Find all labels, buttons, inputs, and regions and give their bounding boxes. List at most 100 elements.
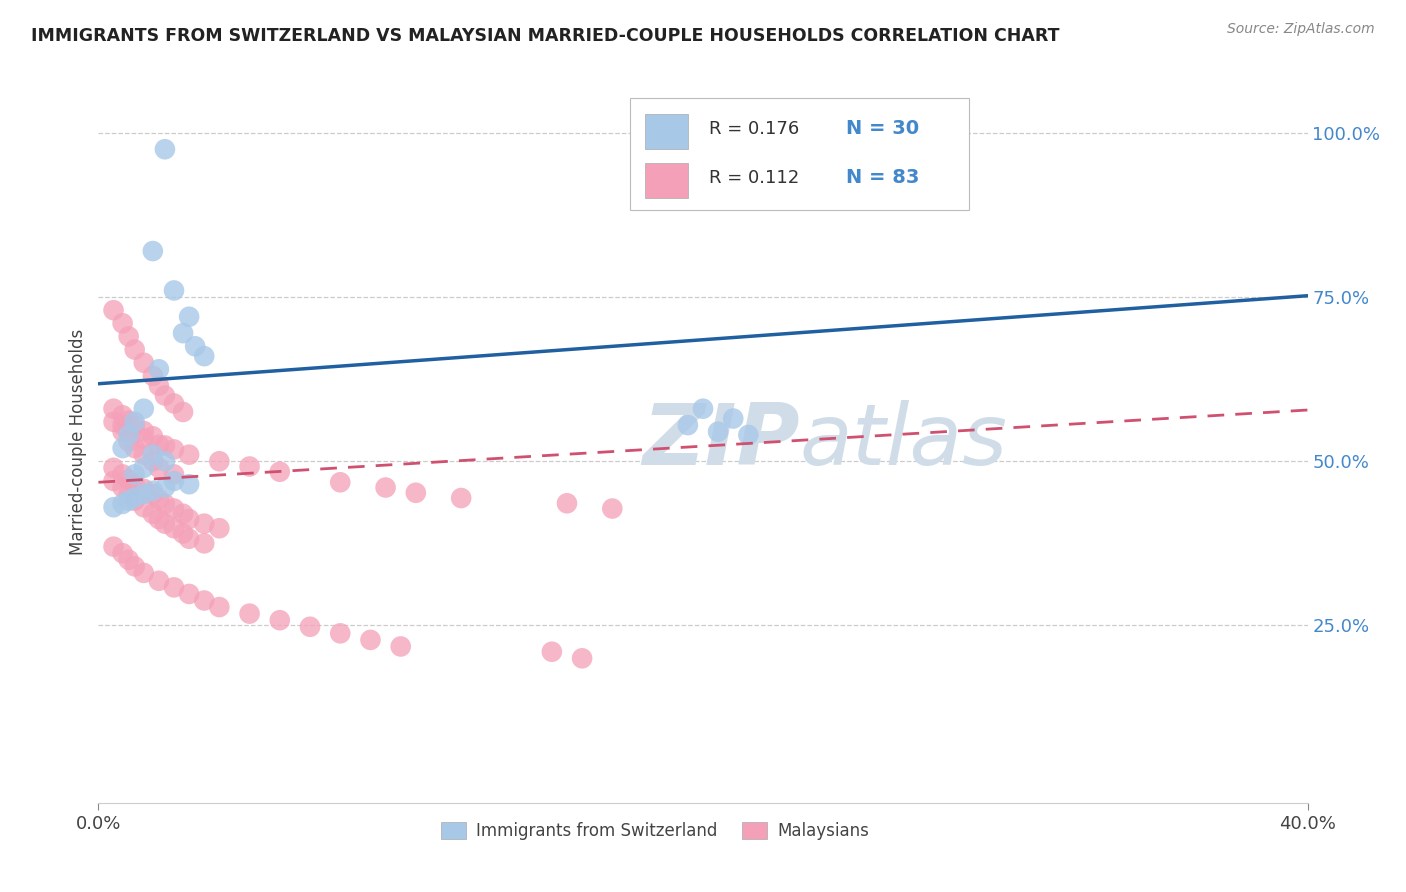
Text: N = 30: N = 30: [845, 120, 918, 138]
Point: [239, 607, 262, 621]
Text: ZIP: ZIP: [643, 400, 800, 483]
Point: [193, 516, 215, 531]
Text: atlas: atlas: [800, 400, 1008, 483]
Point: [111, 441, 134, 455]
Point: [179, 310, 201, 324]
Point: [153, 388, 176, 402]
Point: [148, 574, 170, 588]
Point: [179, 448, 201, 462]
Point: [124, 441, 146, 455]
Text: N = 83: N = 83: [845, 169, 920, 187]
Point: [111, 467, 134, 482]
Point: [148, 438, 170, 452]
Point: [172, 405, 194, 419]
Point: [111, 418, 134, 433]
Point: [571, 651, 593, 665]
Point: [103, 540, 125, 554]
Point: [172, 326, 194, 341]
Point: [132, 566, 155, 580]
Point: [132, 448, 155, 462]
Point: [163, 580, 186, 594]
Point: [148, 492, 170, 507]
Point: [118, 329, 141, 343]
FancyBboxPatch shape: [645, 163, 689, 198]
Point: [103, 474, 125, 488]
Point: [163, 521, 186, 535]
Legend: Immigrants from Switzerland, Malaysians: Immigrants from Switzerland, Malaysians: [434, 815, 876, 847]
Point: [124, 491, 146, 505]
Point: [142, 483, 165, 498]
Point: [124, 493, 146, 508]
Point: [103, 500, 125, 515]
Point: [111, 481, 134, 495]
Point: [153, 516, 176, 531]
Point: [360, 632, 382, 647]
Point: [111, 546, 134, 560]
Point: [208, 454, 231, 468]
Point: [118, 487, 141, 501]
Point: [118, 425, 141, 439]
Point: [153, 454, 176, 468]
Point: [555, 496, 578, 510]
Point: [193, 349, 215, 363]
Point: [111, 425, 134, 439]
Point: [163, 396, 186, 410]
Point: [163, 467, 186, 482]
Point: [329, 626, 352, 640]
Point: [103, 303, 125, 318]
Point: [132, 482, 155, 496]
Point: [692, 401, 714, 416]
Point: [132, 424, 155, 438]
FancyBboxPatch shape: [630, 98, 969, 211]
Point: [269, 465, 291, 479]
Point: [118, 428, 141, 442]
Point: [299, 620, 322, 634]
Point: [132, 487, 155, 501]
Point: [142, 487, 165, 501]
Point: [118, 473, 141, 487]
Point: [450, 491, 472, 505]
Point: [118, 434, 141, 449]
Point: [179, 587, 201, 601]
Point: [208, 521, 231, 535]
Point: [163, 501, 186, 516]
Point: [124, 343, 146, 357]
Y-axis label: Married-couple Households: Married-couple Households: [69, 328, 87, 555]
Point: [142, 448, 165, 462]
Point: [329, 475, 352, 490]
Text: R = 0.112: R = 0.112: [709, 169, 799, 186]
Point: [132, 431, 155, 445]
Point: [142, 244, 165, 258]
Point: [374, 481, 396, 495]
Point: [163, 442, 186, 457]
Point: [163, 474, 186, 488]
Point: [172, 526, 194, 541]
Point: [103, 460, 125, 475]
Point: [269, 613, 291, 627]
Point: [132, 500, 155, 515]
Point: [148, 378, 170, 392]
Point: [179, 512, 201, 526]
Point: [124, 467, 146, 482]
Point: [148, 460, 170, 475]
Point: [118, 413, 141, 427]
Point: [153, 497, 176, 511]
Point: [179, 477, 201, 491]
Point: [111, 316, 134, 330]
Point: [142, 368, 165, 383]
Text: IMMIGRANTS FROM SWITZERLAND VS MALAYSIAN MARRIED-COUPLE HOUSEHOLDS CORRELATION C: IMMIGRANTS FROM SWITZERLAND VS MALAYSIAN…: [31, 27, 1060, 45]
Point: [208, 600, 231, 615]
Point: [707, 425, 730, 439]
Point: [163, 284, 186, 298]
Point: [124, 559, 146, 574]
FancyBboxPatch shape: [645, 114, 689, 149]
Point: [142, 507, 165, 521]
Point: [103, 401, 125, 416]
Point: [124, 418, 146, 433]
Point: [193, 593, 215, 607]
Point: [405, 485, 427, 500]
Point: [737, 428, 759, 442]
Point: [239, 459, 262, 474]
Point: [142, 429, 165, 443]
Point: [111, 497, 134, 511]
